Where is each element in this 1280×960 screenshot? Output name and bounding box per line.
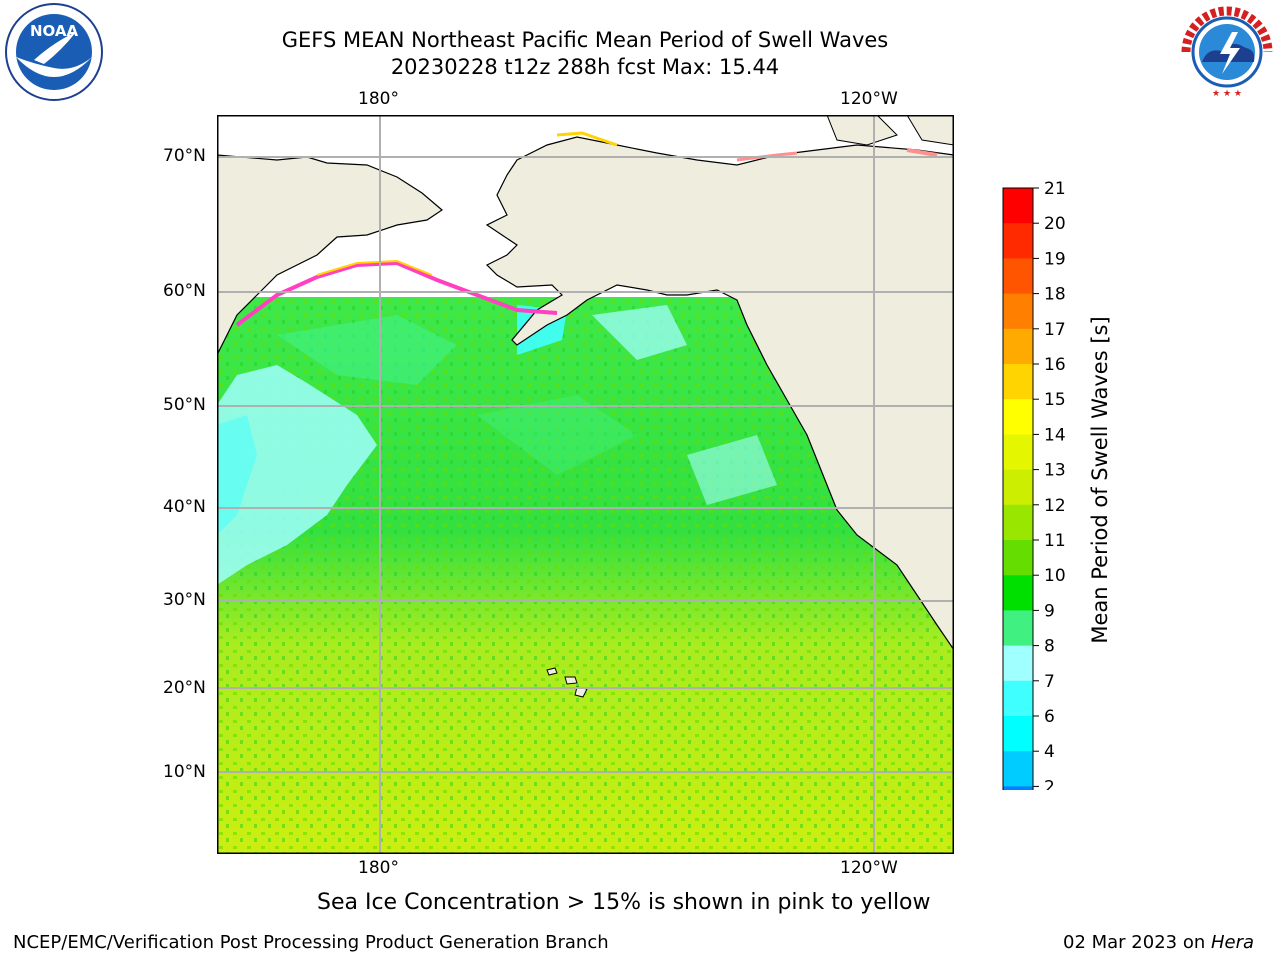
lat-label: 70°N xyxy=(163,146,206,166)
colorbar-tick-label: 15 xyxy=(1044,390,1066,410)
colorbar-tick-label: 8 xyxy=(1044,637,1055,657)
colorbar-bin xyxy=(1003,540,1033,576)
north-america-land xyxy=(485,136,955,652)
sea-ice-edge xyxy=(235,260,558,327)
colorbar-bin xyxy=(1003,575,1033,611)
sea-ice-edge xyxy=(906,148,938,157)
sea-ice-edge xyxy=(736,151,798,162)
colorbar-bin xyxy=(1003,610,1033,647)
colorbar-tick-label: 20 xyxy=(1044,214,1066,234)
colorbar-tick-label: 19 xyxy=(1044,249,1066,269)
short-period-zone xyxy=(592,305,687,360)
colorbar-bin xyxy=(1003,504,1033,541)
colorbar-bin xyxy=(1003,716,1033,752)
colorbar-tick-label: 9 xyxy=(1044,601,1055,621)
short-period-zone xyxy=(217,415,257,535)
footer-host: Hera xyxy=(1210,932,1255,953)
colorbar-tick-label: 21 xyxy=(1044,180,1066,199)
colorbar-tick-label: 14 xyxy=(1044,425,1066,445)
footer-date: 02 Mar 2023 on Hera xyxy=(1063,932,1254,953)
map-frame xyxy=(217,115,954,854)
lat-label: 20°N xyxy=(163,678,206,698)
colorbar-bin xyxy=(1003,328,1033,365)
colorbar-tick-label: 4 xyxy=(1044,742,1055,762)
colorbar-bin xyxy=(1003,364,1033,400)
footer-credit: NCEP/EMC/Verification Post Processing Pr… xyxy=(13,932,609,953)
colorbar-tick-label: 13 xyxy=(1044,461,1066,481)
colorbar-scale: 21 20 19 18 17 16 15 14 13 12 11 10 9 8 7 6 4 2 xyxy=(1002,179,1066,851)
lat-label: 60°N xyxy=(163,281,206,301)
sea-ice-edge xyxy=(316,259,433,276)
colorbar-bin xyxy=(1003,258,1033,295)
colorbar-bin xyxy=(1003,434,1033,471)
colorbar-bin xyxy=(1003,786,1033,823)
sea-ice-note: Sea Ice Concentration > 15% is shown in … xyxy=(317,890,931,915)
bottom-lon-label: 120°W xyxy=(840,858,898,878)
graticule xyxy=(217,115,954,854)
colorbar-tick-label: 17 xyxy=(1044,320,1066,340)
colorbar: 21 20 19 18 17 16 15 14 13 12 11 10 9 8 7 6 4 2 xyxy=(995,179,1085,851)
sea-ice-edge xyxy=(556,131,618,147)
colorbar-tick-label: 2 xyxy=(1044,777,1055,790)
bottom-lon-label: 180° xyxy=(358,858,399,878)
colorbar-tick-label: 11 xyxy=(1044,531,1066,551)
colorbar-bin xyxy=(1003,223,1033,259)
colorbar-tick-label: 18 xyxy=(1044,285,1066,305)
swell-period-map xyxy=(216,114,955,854)
colorbar-tick-label: 6 xyxy=(1044,707,1055,727)
lat-label: 30°N xyxy=(163,590,206,610)
footer-date-text: 02 Mar 2023 on xyxy=(1063,932,1211,953)
colorbar-bin xyxy=(1003,680,1033,717)
lat-label: 40°N xyxy=(163,497,206,517)
colorbar-tick-label: 10 xyxy=(1044,566,1066,586)
short-period-zone xyxy=(217,365,377,585)
colorbar-label-wrap: Mean Period of Swell Waves [s] xyxy=(1085,316,1115,643)
map-panel xyxy=(216,114,955,854)
lat-label: 10°N xyxy=(163,762,206,782)
noaa-logo: NOAA xyxy=(4,2,104,102)
short-period-zone xyxy=(687,435,777,505)
top-lon-label: 180° xyxy=(358,89,399,109)
colorbar-bin xyxy=(1003,293,1033,330)
asia-land xyxy=(216,154,443,356)
colorbar-label: Mean Period of Swell Waves [s] xyxy=(1088,316,1112,644)
colorbar-bin xyxy=(1003,469,1033,506)
chart-title: GEFS MEAN Northeast Pacific Mean Period … xyxy=(281,28,889,52)
lat-label: 50°N xyxy=(163,395,206,415)
colorbar-tick-label: 16 xyxy=(1044,355,1066,375)
colorbar-bin xyxy=(1003,751,1033,787)
colorbar-bin xyxy=(1003,188,1033,224)
colorbar-tick-label: 7 xyxy=(1044,672,1055,692)
colorbar-bin xyxy=(1003,645,1033,682)
mid-period-zone xyxy=(477,395,637,475)
top-lon-label: 120°W xyxy=(840,89,898,109)
svg-text:★ ★ ★: ★ ★ ★ xyxy=(1212,89,1242,99)
mid-period-zone xyxy=(277,315,457,385)
noaa-logo-text: NOAA xyxy=(30,22,79,40)
chart-subtitle: 20230228 t12z 288h fcst Max: 15.44 xyxy=(390,55,780,79)
nws-logo: ★ ★ ★ xyxy=(1176,2,1278,102)
colorbar-tick-label: 12 xyxy=(1044,496,1066,516)
colorbar-bin xyxy=(1003,399,1033,435)
